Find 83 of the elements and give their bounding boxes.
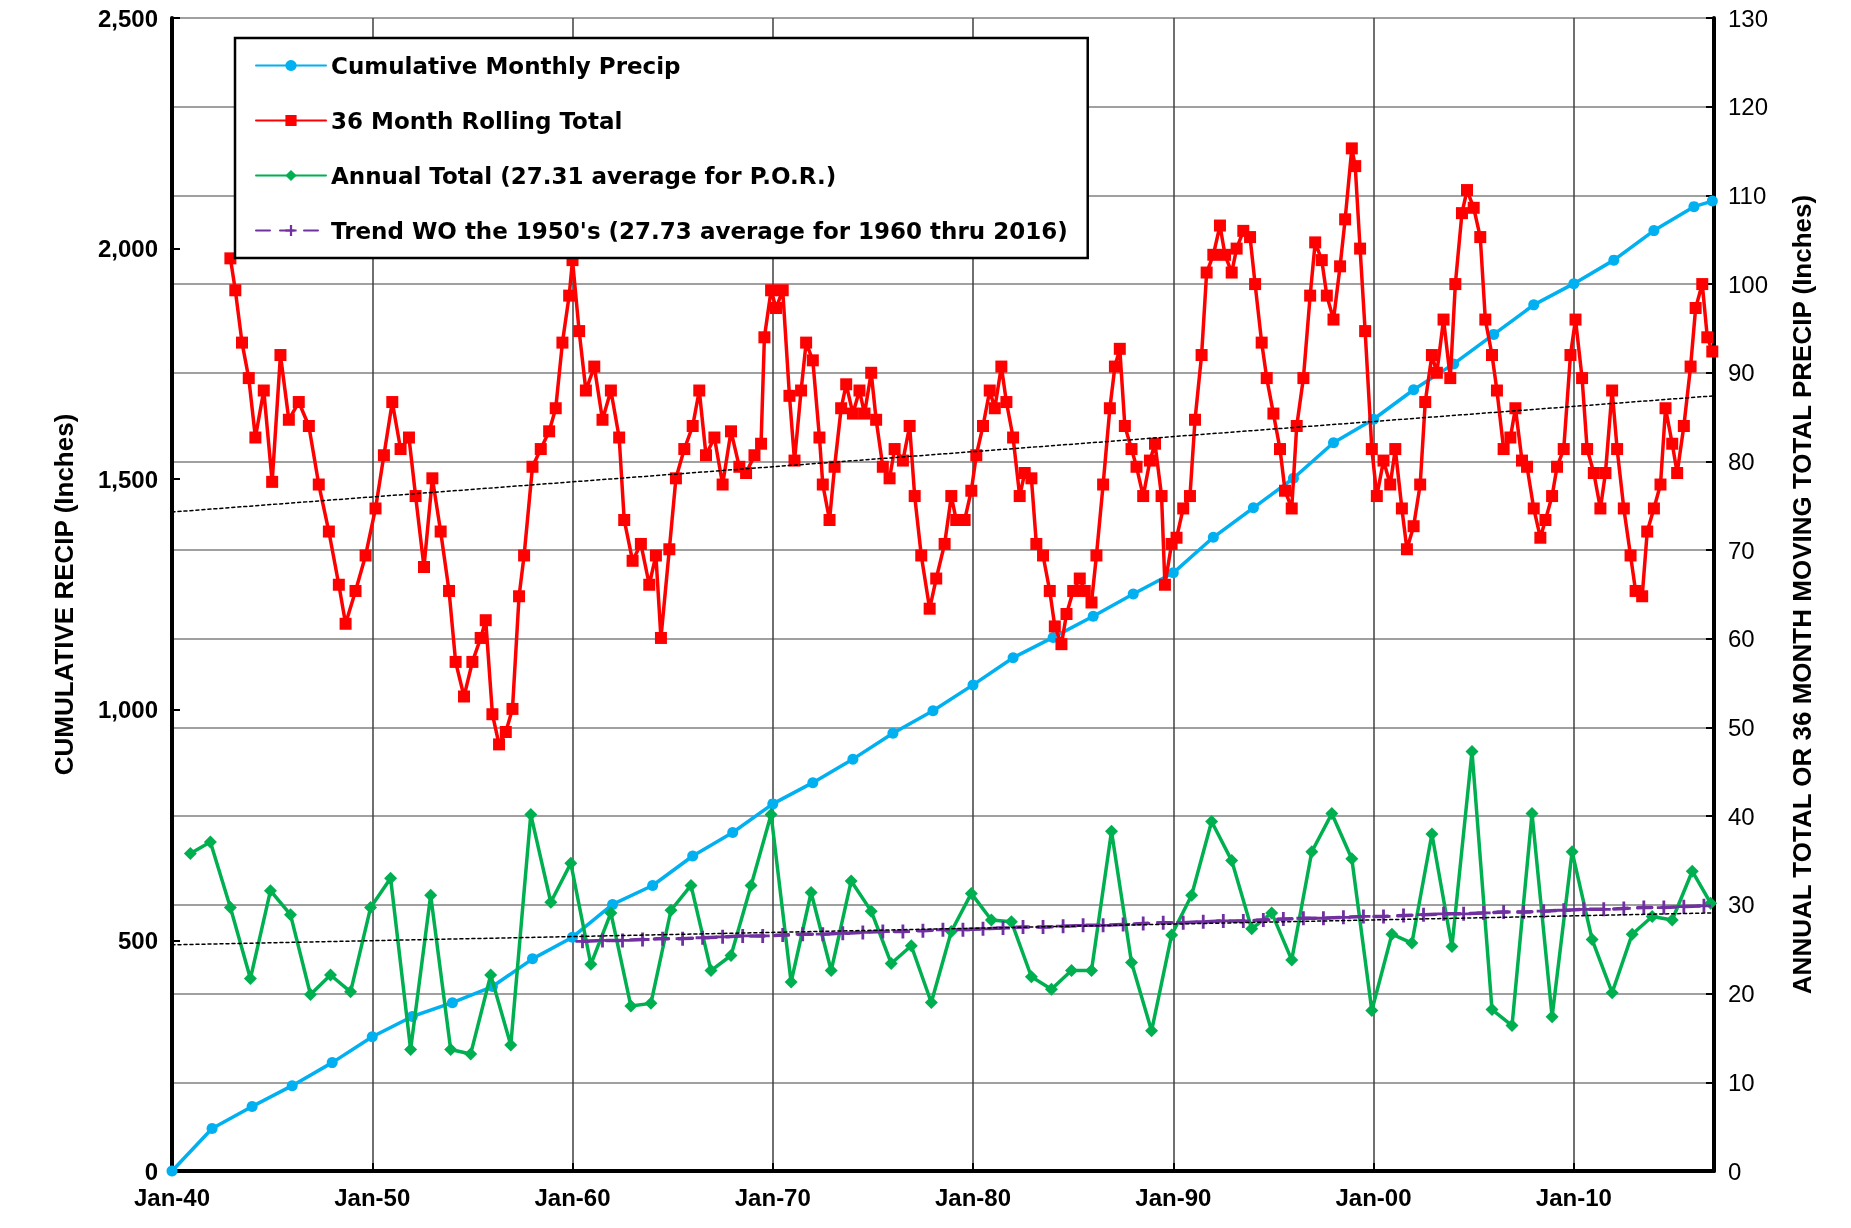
point xyxy=(1127,588,1139,600)
point xyxy=(967,679,979,691)
point xyxy=(695,930,710,945)
point xyxy=(1528,299,1540,311)
point xyxy=(1247,502,1259,514)
legend-label: 36 Month Rolling Total xyxy=(331,107,623,134)
y2-tick-label: 30 xyxy=(1728,891,1755,919)
point xyxy=(1536,904,1551,919)
y2-tick-label: 20 xyxy=(1728,980,1755,1008)
point xyxy=(655,931,670,946)
legend-label: Cumulative Monthly Precip xyxy=(331,52,681,79)
point xyxy=(1608,254,1620,266)
y-axis-title: CUMULATIVE RECIP (Inches) xyxy=(49,413,79,776)
point xyxy=(767,798,779,810)
y2-tick-label: 70 xyxy=(1728,536,1755,564)
y-tick-label: 1,000 xyxy=(97,696,158,724)
point xyxy=(1648,225,1660,237)
x-tick-label: Jan-70 xyxy=(734,1183,811,1211)
point xyxy=(815,927,830,942)
point xyxy=(1456,906,1471,921)
x-tick-label: Jan-10 xyxy=(1535,1183,1612,1211)
point xyxy=(1616,901,1631,916)
point xyxy=(1196,914,1211,929)
point xyxy=(1167,567,1179,579)
y2-tick-label: 100 xyxy=(1728,270,1769,298)
point xyxy=(1408,384,1420,396)
y-tick-label: 2,500 xyxy=(97,4,158,32)
point xyxy=(727,826,739,838)
point xyxy=(326,1057,338,1069)
y-tick-label: 1,500 xyxy=(97,465,158,493)
y2-tick-label: 90 xyxy=(1728,359,1755,387)
point xyxy=(575,934,590,949)
y2-tick-label: 110 xyxy=(1728,181,1767,209)
point xyxy=(1087,610,1099,622)
point xyxy=(1207,531,1219,543)
point xyxy=(446,997,458,1009)
point xyxy=(927,705,939,717)
y2-tick-label: 120 xyxy=(1728,93,1769,121)
x-tick-label: Jan-40 xyxy=(133,1183,211,1211)
point xyxy=(366,1031,378,1043)
point xyxy=(1216,913,1231,928)
point xyxy=(166,1165,178,1177)
y2-tick-label: 0 xyxy=(1728,1157,1742,1185)
legend-label: Trend WO the 1950's (27.73 average for 1960 thru 2016) xyxy=(331,217,1068,244)
point xyxy=(715,929,730,944)
x-tick-label: Jan-50 xyxy=(334,1183,411,1211)
point xyxy=(795,927,810,942)
point xyxy=(847,753,859,765)
y2-axis-title: ANNUAL TOTAL OR 36 MONTH MOVING TOTAL PRECIP (Inches) xyxy=(1787,194,1817,995)
x-tick-label: Jan-80 xyxy=(934,1183,1012,1211)
point xyxy=(687,850,699,862)
point xyxy=(286,1080,298,1092)
point xyxy=(1316,911,1331,926)
point xyxy=(1007,652,1019,664)
y2-tick-label: 40 xyxy=(1728,802,1755,830)
point xyxy=(835,926,850,941)
point xyxy=(206,1123,218,1135)
point xyxy=(887,727,899,739)
point xyxy=(807,777,819,789)
point xyxy=(1236,913,1251,928)
point xyxy=(1436,906,1451,921)
point xyxy=(1296,911,1311,926)
legend-label: Annual Total (27.31 average for P.O.R.) xyxy=(331,162,837,189)
y2-tick-label: 80 xyxy=(1728,447,1755,475)
point xyxy=(1276,912,1291,927)
x-tick-label: Jan-60 xyxy=(534,1183,611,1211)
y2-tick-label: 10 xyxy=(1728,1068,1755,1096)
point xyxy=(246,1100,258,1112)
y2-tick-label: 60 xyxy=(1728,625,1755,653)
y-tick-label: 0 xyxy=(144,1157,158,1185)
point xyxy=(1706,195,1718,207)
point xyxy=(647,880,659,892)
y2-tick-label: 130 xyxy=(1728,4,1769,32)
point xyxy=(527,953,538,965)
point xyxy=(1328,437,1339,449)
point xyxy=(1568,278,1580,290)
point xyxy=(1688,201,1700,213)
y2-tick-label: 50 xyxy=(1728,714,1755,742)
x-tick-label: Jan-00 xyxy=(1335,1183,1412,1211)
x-tick-label: Jan-90 xyxy=(1135,1183,1212,1211)
point xyxy=(1556,903,1571,918)
y-tick-label: 500 xyxy=(117,926,158,954)
y-tick-label: 2,000 xyxy=(97,235,158,263)
